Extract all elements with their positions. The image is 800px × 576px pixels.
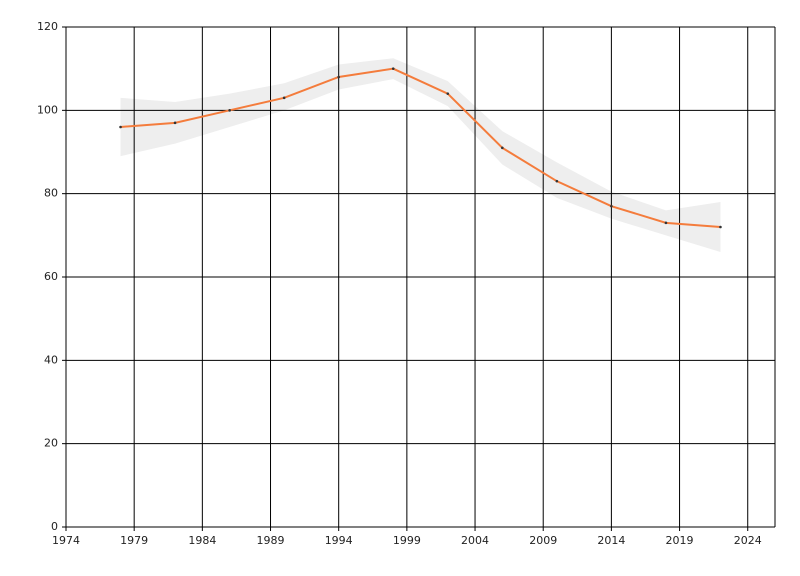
x-tick-label: 1994 [325,534,353,547]
grid [66,26,775,528]
y-tick-label: 60 [44,270,58,283]
x-tick-label: 2024 [734,534,762,547]
data-point [119,125,122,129]
data-point [282,96,286,100]
y-tick-label: 0 [51,520,58,533]
data-point [664,221,668,225]
y-tick-label: 40 [44,353,58,366]
y-tick-label: 80 [44,187,58,200]
y-tick-label: 20 [44,437,58,450]
x-tick-label: 2014 [597,534,625,547]
data-point [719,225,722,229]
x-tick-label: 1984 [188,534,216,547]
data-point [446,92,450,95]
x-tick-label: 1989 [257,534,285,547]
x-tick-label: 2004 [461,534,489,547]
data-point [555,179,559,183]
x-tick-label: 2009 [529,534,557,547]
x-tick-label: 2019 [666,534,694,547]
data-point [501,146,504,150]
data-point [610,204,613,208]
y-tick-label: 100 [37,103,58,116]
data-point [228,109,231,112]
confidence-band [120,58,721,252]
data-point [173,121,177,125]
data-point [337,75,340,79]
series-line [120,67,721,228]
y-tick-label: 120 [37,20,58,33]
x-tick-label: 1979 [120,534,148,547]
data-point [391,67,395,70]
x-tick-label: 1999 [393,534,421,547]
x-tick-label: 1974 [52,534,80,547]
